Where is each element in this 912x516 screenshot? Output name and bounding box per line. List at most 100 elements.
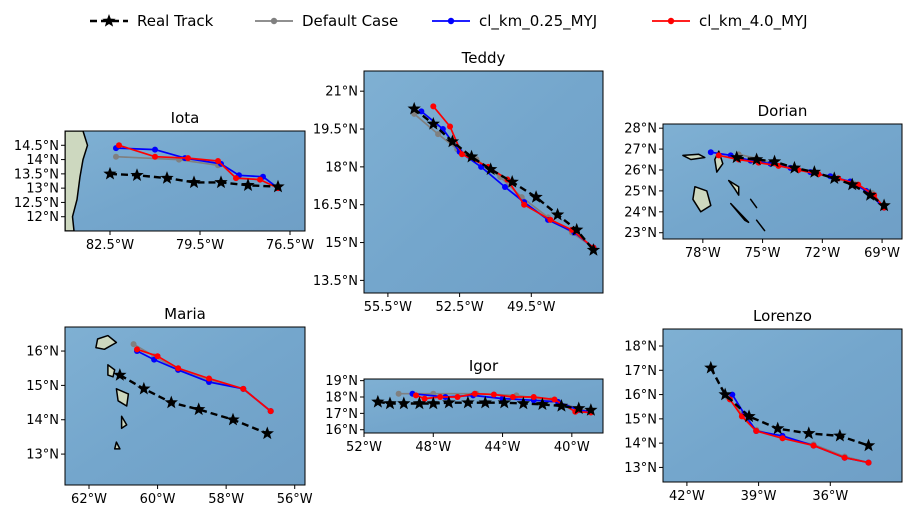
- track-line: [718, 154, 885, 209]
- track-point: [509, 394, 516, 400]
- panel-frame: [662, 328, 903, 483]
- legend-circle-marker: [270, 17, 278, 25]
- track-point-star: [584, 403, 598, 416]
- y-tick-label: 15°N: [26, 379, 59, 394]
- track-point: [865, 459, 872, 466]
- land-st-lucia: [120, 415, 128, 430]
- track-point-star: [464, 149, 479, 163]
- y-tick-label: 14°N: [624, 437, 657, 452]
- y-tick-label: 21°N: [325, 85, 358, 100]
- panel-title: Iota: [171, 109, 200, 127]
- track-point: [395, 390, 402, 397]
- land-st-vincent: [113, 441, 121, 450]
- track-point-star: [226, 412, 240, 426]
- track-point-star: [550, 207, 565, 221]
- track-line: [119, 374, 268, 435]
- y-tick-label: 28°N: [624, 122, 657, 137]
- panel-frame: [64, 130, 306, 232]
- legend-entry-cl-km-0-25-myj: cl_km_0.25_MYJ: [432, 12, 597, 31]
- track-line: [413, 107, 595, 251]
- track-real-track: [730, 150, 891, 212]
- legend-label: Default Case: [302, 12, 398, 30]
- y-tick-label: 19.5°N: [313, 123, 358, 138]
- x-tick-label: 62°W: [71, 492, 107, 507]
- panel-frame: [662, 123, 903, 240]
- track-point-star: [113, 368, 127, 381]
- panel-teddy: Teddy 55.5°W 52.5°W 49.5°W 13.5°N 15°N 16.5°N 1…: [313, 49, 604, 315]
- panel-title: Igor: [469, 357, 499, 375]
- legend-entry-default-case: Default Case: [255, 12, 398, 30]
- y-tick-label: 15°N: [624, 412, 657, 427]
- panel-title: Teddy: [461, 49, 506, 67]
- y-tick-label: 16°N: [26, 345, 59, 360]
- x-tick-label: 49.5°W: [507, 300, 555, 315]
- track-point: [490, 391, 497, 398]
- y-tick-label: 27°N: [624, 143, 657, 158]
- map-content: [65, 131, 285, 231]
- track-point-star: [749, 152, 764, 166]
- track-point: [435, 131, 442, 138]
- track-point: [206, 375, 212, 382]
- track-point: [257, 176, 263, 183]
- y-tick-label: 25°N: [624, 184, 657, 199]
- track-point-star: [505, 175, 519, 188]
- track-real-track: [103, 166, 285, 193]
- track-point: [134, 346, 140, 353]
- x-tick-label: 42°W: [669, 489, 705, 504]
- y-tick-label: 12.5°N: [14, 196, 59, 211]
- panel-iota: Iota 82.5°W 79.5°W 76.5°W 12°N12.5°N13°N13.5…: [14, 109, 314, 253]
- y-tick-label: 24°N: [624, 205, 657, 220]
- x-tick-label: 48°W: [415, 440, 451, 455]
- x-tick-label: 52°W: [346, 440, 382, 455]
- track-point: [113, 153, 119, 160]
- track-point-star: [426, 396, 440, 410]
- track-point: [421, 395, 428, 402]
- track-point-star: [704, 360, 718, 374]
- x-tick-label: 55.5°W: [364, 300, 412, 315]
- track-point-star: [833, 428, 847, 442]
- y-tick-label: 14°N: [26, 413, 59, 428]
- track-point: [502, 184, 509, 191]
- y-tick-label: 18°N: [325, 391, 358, 406]
- y-tick-label: 12°N: [26, 210, 59, 225]
- track-point-star: [554, 399, 569, 412]
- y-tick-label: 13.5°N: [14, 167, 59, 182]
- track-point-star: [767, 154, 782, 168]
- track-line: [136, 348, 272, 412]
- panel-maria: Maria 62°W 60°W 58°W 56°W 13°N 14°N 15°N 16°N: [26, 305, 313, 507]
- x-tick-label: 79.5°W: [176, 238, 224, 253]
- x-tick-label: 39°W: [741, 489, 777, 504]
- map-content: [704, 360, 876, 466]
- ocean-background: [65, 131, 305, 231]
- track-point-star: [802, 426, 816, 440]
- track-point: [521, 201, 528, 208]
- track-point-star: [787, 160, 802, 174]
- y-tick-label: 16°N: [624, 388, 657, 403]
- track-point-star: [371, 394, 385, 408]
- x-tick-label: 69°W: [864, 246, 900, 261]
- y-tick-label: 16.5°N: [313, 198, 358, 213]
- track-point: [447, 123, 454, 130]
- x-tick-label: 56°W: [277, 492, 313, 507]
- track-point: [233, 175, 239, 182]
- x-tick-label: 44°W: [485, 440, 521, 455]
- track-point-star: [730, 150, 744, 164]
- y-tick-label: 15°N: [325, 236, 358, 251]
- track-point-star: [412, 396, 427, 410]
- track-point: [240, 385, 247, 392]
- track-point-star: [484, 162, 498, 176]
- track-point-star: [241, 178, 255, 191]
- track-point: [471, 390, 478, 397]
- panel-igor: Igor 52°W 48°W 44°W 40°W 16°N17°N18°N 19°N: [325, 357, 604, 455]
- track-point-star: [570, 222, 584, 236]
- track-point-star: [160, 171, 174, 184]
- track-point-star: [863, 188, 877, 201]
- track-point-star: [861, 438, 876, 452]
- panel-frame: [363, 70, 604, 294]
- track-point: [152, 146, 158, 153]
- legend-label: Real Track: [137, 12, 214, 30]
- track-point-star: [497, 395, 511, 409]
- track-point-star: [445, 134, 460, 148]
- y-tick-label: 18°N: [325, 160, 358, 175]
